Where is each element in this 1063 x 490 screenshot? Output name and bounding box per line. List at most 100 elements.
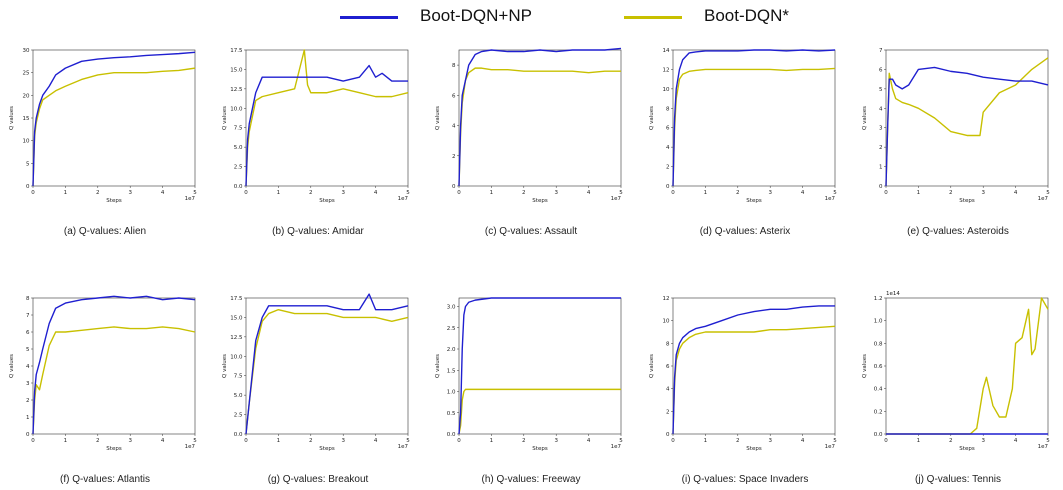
plot-frame <box>458 297 622 435</box>
x-axis-label: Steps <box>532 198 548 204</box>
chart-panel: 0 2 4 6 8 10 12 14 0 1 2 3 4 5 1e7 Steps Q values (d) Q-v… <box>640 38 850 238</box>
x-tick-label: 1 <box>64 438 68 444</box>
x-tick-label: 0 <box>457 190 461 196</box>
y-tick-label: 12.5 <box>230 87 243 93</box>
series-line <box>672 49 836 187</box>
x-tick-label: 1 <box>277 438 281 444</box>
y-tick-label: 5 <box>26 347 30 353</box>
x-tick-label: 0 <box>244 438 248 444</box>
series-line <box>245 49 409 187</box>
y-tick-label: 10 <box>663 319 670 325</box>
x-tick-label: 2 <box>309 438 313 444</box>
x-axis-label: Steps <box>746 198 762 204</box>
y-tick-label: 6 <box>26 330 30 336</box>
plot-frame <box>885 49 1049 187</box>
y-tick-label: 0 <box>452 184 456 190</box>
chart-caption: (e) Q-values: Asteroids <box>907 226 1009 237</box>
y-tick-label: 17.5 <box>230 48 243 54</box>
x-tick-label: 2 <box>96 190 100 196</box>
series-line <box>458 297 621 435</box>
chart-caption: (a) Q-values: Alien <box>63 226 147 237</box>
y-tick-label: 15.0 <box>230 315 243 321</box>
y-tick-label: 0.5 <box>447 411 456 417</box>
chart-panel: 0 1 2 3 4 5 6 7 0 1 2 3 4 5 1e7 Steps Q values (e) Q-valu… <box>853 38 1063 238</box>
x-axis-label: Steps <box>959 198 975 204</box>
y-tick-label: 12 <box>663 67 670 73</box>
x-tick-label: 0 <box>244 190 248 196</box>
y-tick-label: 2 <box>666 409 670 415</box>
y-tick-label: 0.6 <box>874 364 883 370</box>
y-tick-label: 1.2 <box>874 296 883 302</box>
x-tick-label: 4 <box>801 190 805 196</box>
y-tick-label: 1.0 <box>447 390 456 396</box>
y-tick-label: 0.4 <box>874 387 883 393</box>
y-tick-label: 12.5 <box>230 335 243 341</box>
x-axis-label: Steps <box>532 446 548 452</box>
series-line <box>672 67 836 187</box>
y-tick-label: 0 <box>26 432 30 438</box>
y-tick-label: 14 <box>663 48 670 54</box>
x-tick-label: 2 <box>736 190 740 196</box>
y-axis-label: Q values <box>649 106 655 130</box>
y-multiplier: 1e14 <box>886 291 900 297</box>
y-tick-label: 7.5 <box>234 126 243 132</box>
x-tick-label: 2 <box>309 190 313 196</box>
series-line <box>458 388 621 435</box>
series-line <box>245 293 409 435</box>
x-tick-label: 1 <box>917 190 921 196</box>
series-line <box>885 66 1049 187</box>
y-tick-label: 2.5 <box>447 326 456 332</box>
y-tick-label: 1 <box>26 415 30 421</box>
y-axis-label: Q values <box>862 354 868 378</box>
x-tick-label: 1 <box>917 438 921 444</box>
y-tick-label: 2.5 <box>234 413 243 419</box>
y-tick-label: 10.0 <box>230 354 243 360</box>
x-tick-label: 1 <box>277 190 281 196</box>
x-tick-label: 4 <box>374 438 378 444</box>
legend-swatch <box>340 16 398 19</box>
y-tick-label: 1 <box>879 165 883 171</box>
y-tick-label: 20 <box>23 93 30 99</box>
y-tick-label: 12 <box>663 296 670 302</box>
x-tick-label: 1 <box>704 190 708 196</box>
y-tick-label: 2 <box>879 145 883 151</box>
y-tick-label: 8 <box>666 106 670 112</box>
y-tick-label: 10 <box>23 139 30 145</box>
x-tick-label: 5 <box>833 438 837 444</box>
series-line <box>245 64 408 187</box>
y-tick-label: 0 <box>666 184 670 190</box>
y-tick-label: 10.0 <box>230 106 243 112</box>
x-multiplier: 1e7 <box>1038 196 1049 202</box>
x-axis-label: Steps <box>106 198 122 204</box>
y-tick-label: 5.0 <box>234 393 243 399</box>
x-axis-label: Steps <box>746 446 762 452</box>
chart-caption: (h) Q-values: Freeway <box>481 474 581 485</box>
x-tick-label: 2 <box>522 190 526 196</box>
x-tick-label: 0 <box>884 438 888 444</box>
series-line <box>32 51 196 187</box>
x-tick-label: 0 <box>457 438 461 444</box>
y-tick-label: 0.0 <box>234 432 243 438</box>
x-tick-label: 5 <box>833 190 837 196</box>
chart-caption: (i) Q-values: Space Invaders <box>681 474 809 485</box>
y-tick-label: 2 <box>666 165 670 171</box>
y-tick-label: 0.8 <box>874 341 883 347</box>
series-line <box>32 326 196 435</box>
y-tick-label: 2 <box>26 398 30 404</box>
x-tick-label: 5 <box>619 438 623 444</box>
legend-label: Boot-DQN+NP <box>420 6 532 25</box>
y-tick-label: 1.5 <box>447 368 456 374</box>
legend-label: Boot-DQN* <box>704 6 790 25</box>
x-tick-label: 3 <box>341 190 345 196</box>
y-axis-label: Q values <box>649 354 655 378</box>
legend-entry-boot-dqn-np: Boot-DQN+NP <box>340 6 540 30</box>
y-tick-label: 17.5 <box>230 296 243 302</box>
chart-panel: 0 1 2 3 4 5 6 7 8 0 1 2 3 4 5 1e7 Steps Q values (f) Q-val… <box>0 286 210 486</box>
legend: Boot-DQN+NP Boot-DQN* <box>0 0 1063 36</box>
x-tick-label: 0 <box>671 190 675 196</box>
